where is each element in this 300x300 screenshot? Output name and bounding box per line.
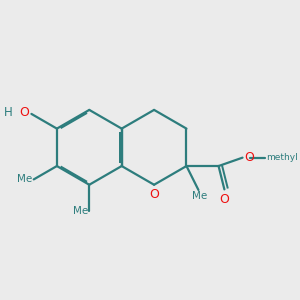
Text: O: O: [244, 151, 254, 164]
Text: H: H: [3, 106, 12, 119]
Text: Me: Me: [192, 191, 207, 201]
Text: O: O: [20, 106, 29, 119]
Text: methyl: methyl: [267, 153, 298, 162]
Text: Me: Me: [17, 174, 32, 184]
Text: Me: Me: [73, 206, 88, 217]
Text: O: O: [220, 193, 229, 206]
Text: O: O: [149, 188, 159, 201]
